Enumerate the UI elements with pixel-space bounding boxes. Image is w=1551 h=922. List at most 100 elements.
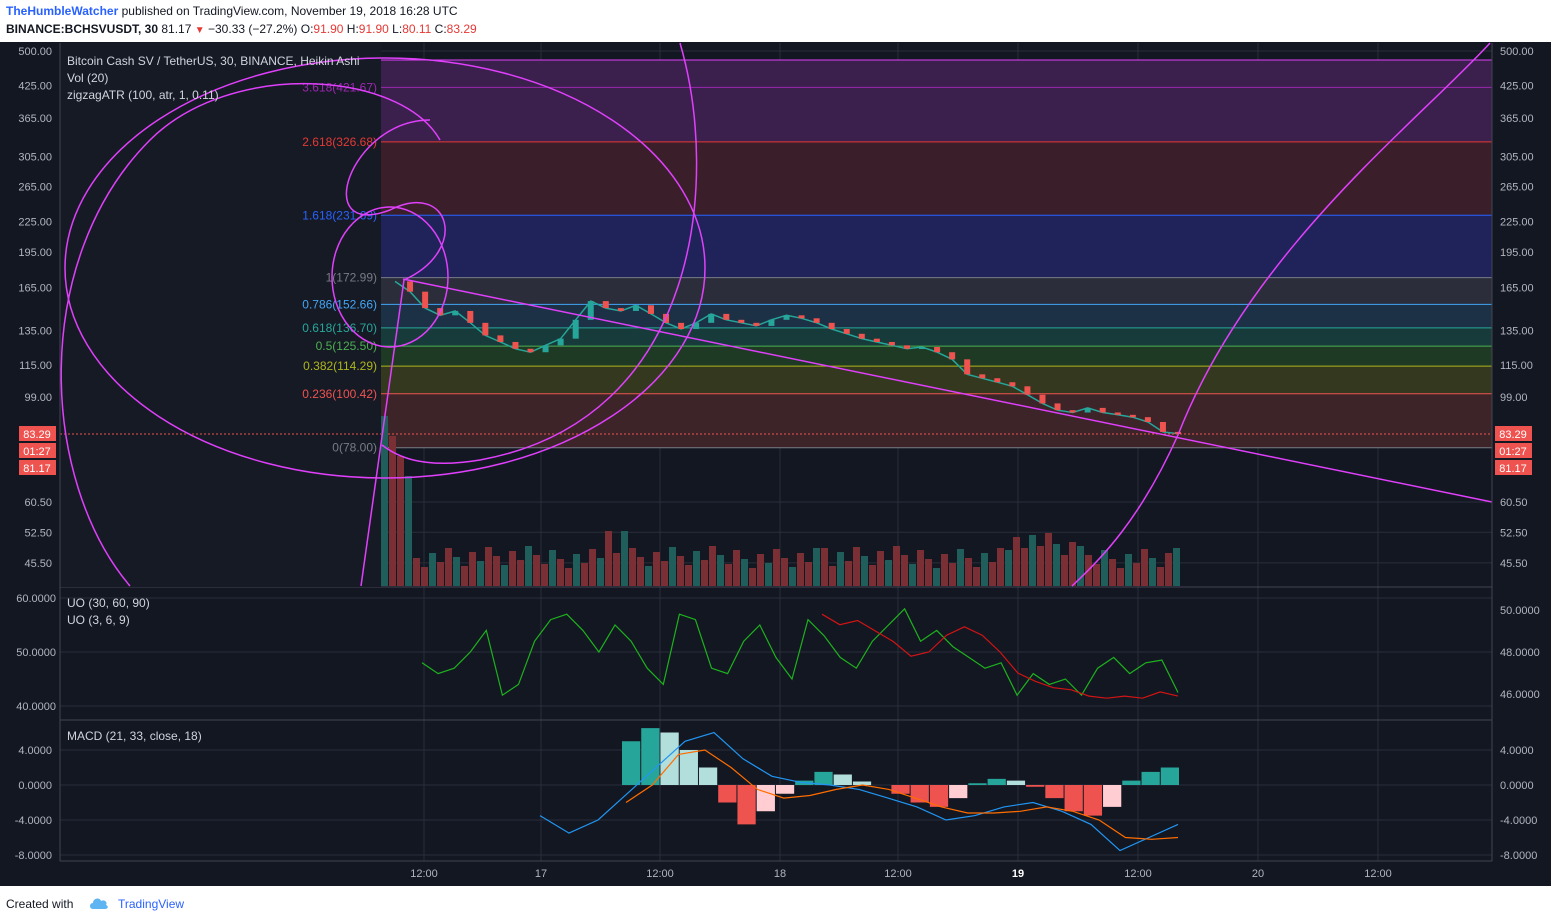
volume-bar (469, 552, 476, 586)
macd-tick-label-right: 0.0000 (1500, 780, 1534, 792)
price-tick-label-right: 225.00 (1500, 217, 1534, 229)
price-tick-label-right: 60.50 (1500, 497, 1528, 509)
ha-candle (949, 352, 956, 360)
volume-bar (1077, 546, 1084, 586)
volume-bar (621, 531, 628, 586)
price-tick-label-left: 225.00 (18, 217, 52, 229)
macd-histogram-bar (1083, 785, 1103, 816)
volume-bars (381, 416, 1180, 586)
ha-candle (452, 310, 459, 316)
fib-band (381, 215, 1492, 278)
tradingview-link[interactable]: TradingView (118, 897, 185, 911)
fib-level-label: 0.236(100.42) (302, 387, 377, 401)
ha-candle (1069, 410, 1076, 413)
price-badge-left (19, 460, 56, 475)
price-tick-label-left: 425.00 (18, 81, 52, 93)
footer-bar: Created with TradingView (0, 886, 1551, 922)
time-tick-label: 20 (1252, 868, 1264, 880)
chart-area[interactable]: 3.618(421.67) 2.618(326.68) 1.618(231.69) 1… (0, 42, 1551, 886)
volume-bar (1157, 567, 1164, 586)
legend-uo-fast[interactable]: UO (3, 6, 9) (67, 613, 130, 627)
volume-bar (1149, 558, 1156, 586)
created-with-text: Created with (6, 897, 74, 911)
tradingview-cloud-icon (90, 898, 108, 909)
volume-bar (1029, 535, 1036, 586)
chart-svg[interactable]: 3.618(421.67)2.618(326.68)1.618(231.69)1… (0, 42, 1551, 886)
ha-candle (1129, 414, 1136, 418)
volume-bar (517, 560, 524, 586)
fib-level-label: 2.618(326.68) (302, 135, 377, 149)
volume-bar (661, 561, 668, 586)
macd-tick-label-left: -8.0000 (15, 850, 52, 862)
legend-main[interactable]: Bitcoin Cash SV / TetherUS, 30, BINANCE,… (67, 54, 360, 68)
ha-candle (768, 319, 775, 326)
volume-bar (629, 548, 636, 586)
time-tick-label: 12:00 (1124, 868, 1152, 880)
drawing-tools[interactable] (60, 42, 1493, 587)
volume-bar (461, 566, 468, 586)
ha-candle (1054, 403, 1061, 411)
ha-candle (783, 315, 790, 320)
macd-histogram-bar (814, 771, 833, 785)
symbol-line: BINANCE:BCHSVUSDT, 30 81.17 ▼ −30.33 (−2… (6, 22, 477, 36)
macd-tick-label-right: 4.0000 (1500, 745, 1534, 757)
legend-volume[interactable]: Vol (20) (67, 71, 108, 85)
price-tick-label-right: 195.00 (1500, 247, 1534, 259)
ha-candle (587, 301, 594, 320)
price-line (394, 280, 1179, 435)
price-tick-label-left: 265.00 (18, 182, 52, 194)
ha-candle (647, 305, 654, 314)
volume-bar (1125, 554, 1132, 586)
price-tick-label-left: 45.50 (24, 558, 52, 570)
ha-candle (1114, 412, 1121, 415)
volume-bar (1005, 550, 1012, 586)
ha-candle (632, 305, 639, 311)
price-tick-label-right: 265.00 (1500, 182, 1534, 194)
time-tick-label: 18 (774, 868, 786, 880)
volume-bar (717, 555, 724, 586)
volume-bar (677, 556, 684, 586)
ha-candle (678, 322, 685, 330)
price-badge-left-text: 83.29 (23, 429, 51, 441)
macd-histogram-bar (1064, 785, 1083, 812)
trend-line (402, 278, 1493, 503)
volume-bar (701, 560, 708, 586)
price-tick-label-left: 165.00 (18, 283, 52, 295)
legend-macd[interactable]: MACD (21, 33, close, 18) (67, 729, 202, 743)
ha-candle (557, 338, 564, 346)
volume-bar (709, 546, 716, 586)
down-triangle-icon: ▼ (194, 25, 205, 36)
ha-candle (572, 319, 579, 339)
volume-bar (565, 568, 572, 586)
volume-bar (405, 476, 412, 586)
uo-tick-label-left: 60.0000 (16, 593, 56, 605)
volume-bar (453, 557, 460, 586)
macd-histogram-bar (679, 750, 698, 785)
ha-candle (828, 322, 835, 330)
volume-bar (781, 558, 788, 586)
header-bar: TheHumbleWatcher published on TradingVie… (0, 0, 1551, 42)
ha-candle (753, 322, 760, 326)
high-label: H: (346, 22, 359, 36)
volume-bar (901, 555, 908, 586)
close-value: 83.29 (446, 22, 477, 36)
close-label: C: (434, 22, 447, 36)
legend-zigzag[interactable]: zigzagATR (100, atr, 1, 0.11) (67, 88, 219, 102)
volume-bar (669, 547, 676, 586)
fibonacci-retracement[interactable]: 3.618(421.67)2.618(326.68)1.618(231.69)1… (302, 59, 1492, 455)
legend-uo-slow[interactable]: UO (30, 60, 90) (67, 596, 150, 610)
macd-pane (60, 728, 1492, 856)
volume-bar (501, 565, 508, 586)
fib-band (381, 60, 1492, 88)
volume-bar (725, 564, 732, 586)
publish-line: TheHumbleWatcher published on TradingVie… (6, 4, 458, 18)
price-tick-label-left: 365.00 (18, 113, 52, 125)
author-link[interactable]: TheHumbleWatcher (6, 4, 119, 18)
volume-bar (437, 562, 444, 586)
published-text: published on TradingView.com, November 1… (121, 4, 458, 18)
volume-bar (397, 456, 404, 586)
volume-bar (429, 553, 436, 586)
macd-line (539, 731, 1179, 852)
time-tick-label: 12:00 (410, 868, 438, 880)
ha-candle (1009, 382, 1016, 387)
